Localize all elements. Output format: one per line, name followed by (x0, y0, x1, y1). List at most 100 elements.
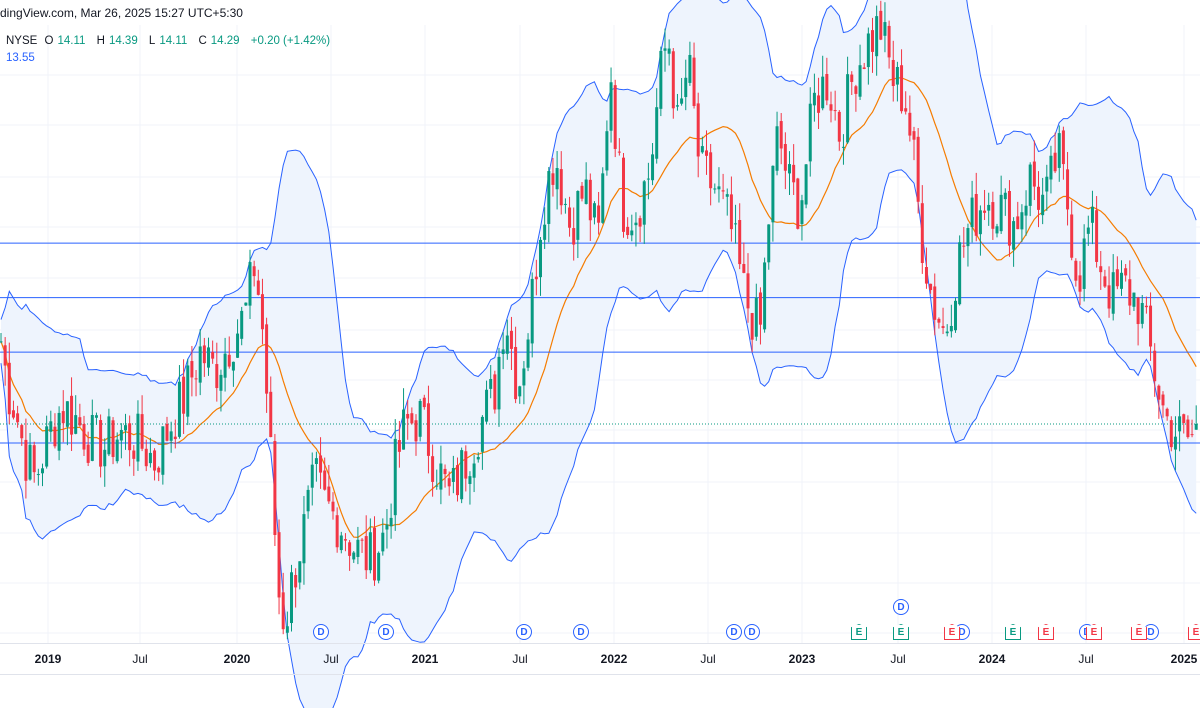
candle-body (1024, 205, 1028, 216)
candle-body (99, 420, 103, 467)
x-tick-label: 2022 (600, 652, 628, 666)
candle-body (530, 278, 534, 344)
candle-body (1153, 350, 1157, 382)
chart-source-header: dingView.com, Mar 26, 2025 15:27 UTC+5:3… (0, 6, 243, 20)
candle-body (572, 228, 576, 245)
candle-body (119, 429, 123, 441)
candle-body (190, 361, 194, 378)
candle-body (547, 171, 551, 224)
candle-body (941, 326, 945, 328)
candle-body (1078, 275, 1082, 292)
candle-body (700, 146, 704, 153)
candle-body (148, 452, 152, 464)
candle-body (1136, 297, 1140, 325)
candle-body (49, 421, 53, 432)
candle-body (729, 194, 733, 230)
candle-body (634, 222, 638, 226)
candle-body (1107, 285, 1111, 309)
candle-body (319, 455, 323, 473)
candle-body (1045, 176, 1049, 192)
earnings-marker[interactable]: E (1005, 624, 1021, 640)
candle-body (186, 365, 190, 417)
candle-body (260, 294, 264, 330)
candle-body (1057, 133, 1061, 168)
dividend-marker[interactable]: D (893, 599, 909, 615)
ohlc-legend: NYSE O 14.11 H 14.39 L 14.11 C 14.29 +0.20 (… (6, 35, 334, 47)
candle-body (974, 194, 978, 236)
candle-body (335, 515, 339, 548)
candle-body (45, 426, 49, 467)
candle-body (526, 339, 530, 368)
earnings-marker[interactable]: E (1038, 624, 1054, 640)
candle-body (837, 111, 841, 142)
x-tick-label: 2025 (1170, 652, 1198, 666)
candle-body (891, 59, 895, 86)
candle-body (356, 539, 360, 557)
candle-body (1003, 192, 1007, 200)
dividend-marker[interactable]: D (744, 624, 760, 640)
candle-body (447, 478, 451, 487)
candle-body (402, 409, 406, 450)
candle-body (107, 416, 111, 455)
candle-body (746, 273, 750, 309)
dividend-marker[interactable]: D (516, 624, 532, 640)
candle-body (829, 104, 833, 111)
candle-body (655, 107, 659, 159)
candle-body (559, 169, 563, 206)
candle-body (240, 310, 244, 339)
candle-body (505, 335, 509, 354)
candle-body (314, 458, 318, 464)
candle-body (1111, 272, 1115, 314)
candle-body (57, 412, 61, 451)
earnings-marker[interactable]: E (893, 624, 909, 640)
earnings-marker[interactable]: E (1131, 624, 1147, 640)
dividend-marker[interactable]: D (378, 624, 394, 640)
candle-body (1165, 408, 1169, 417)
earnings-marker[interactable]: E (1086, 624, 1102, 640)
candle-body (1032, 161, 1036, 187)
earnings-marker[interactable]: E (944, 624, 960, 640)
candle-body (1049, 155, 1053, 180)
candle-body (999, 194, 1003, 232)
candle-body (327, 486, 331, 502)
candle-body (841, 146, 845, 148)
candle-body (518, 386, 522, 397)
candle-body (1037, 186, 1040, 210)
candle-body (202, 345, 206, 364)
candle-body (725, 194, 729, 197)
candle-body (705, 150, 708, 156)
candle-body (1086, 227, 1090, 234)
earnings-marker[interactable]: E (851, 624, 867, 640)
close-value: 14.29 (210, 35, 240, 47)
candle-body (949, 325, 953, 332)
candle-body (983, 210, 987, 213)
candle-body (713, 188, 717, 190)
dividend-marker[interactable]: D (313, 624, 329, 640)
candle-body (231, 361, 235, 371)
time-axis[interactable]: 2019 Jul 2020 Jul 2021 Jul 2022 Jul 2023 Jul 2024 J… (0, 643, 1200, 674)
candle-body (1016, 216, 1020, 230)
candle-body (194, 378, 198, 380)
candle-body (924, 267, 928, 284)
x-tick-label: Jul (700, 652, 716, 666)
candle-body (854, 86, 858, 94)
x-tick-label: Jul (132, 652, 148, 666)
candle-body (916, 136, 920, 202)
dividend-marker[interactable]: D (573, 624, 589, 640)
candle-body (431, 456, 435, 482)
candle-body (1161, 394, 1165, 406)
candle-body (883, 22, 887, 36)
dividend-marker[interactable]: D (726, 624, 742, 640)
candle-body (1120, 272, 1123, 289)
candle-body (717, 186, 721, 190)
candle-body (1128, 279, 1132, 306)
candle-body (1070, 214, 1074, 258)
candle-body (659, 50, 663, 109)
candle-body (265, 324, 269, 394)
candle-body (605, 131, 609, 171)
candle-body (1182, 414, 1186, 424)
candle-body (675, 105, 679, 107)
candle-body (24, 439, 28, 481)
candle-body (169, 431, 173, 441)
